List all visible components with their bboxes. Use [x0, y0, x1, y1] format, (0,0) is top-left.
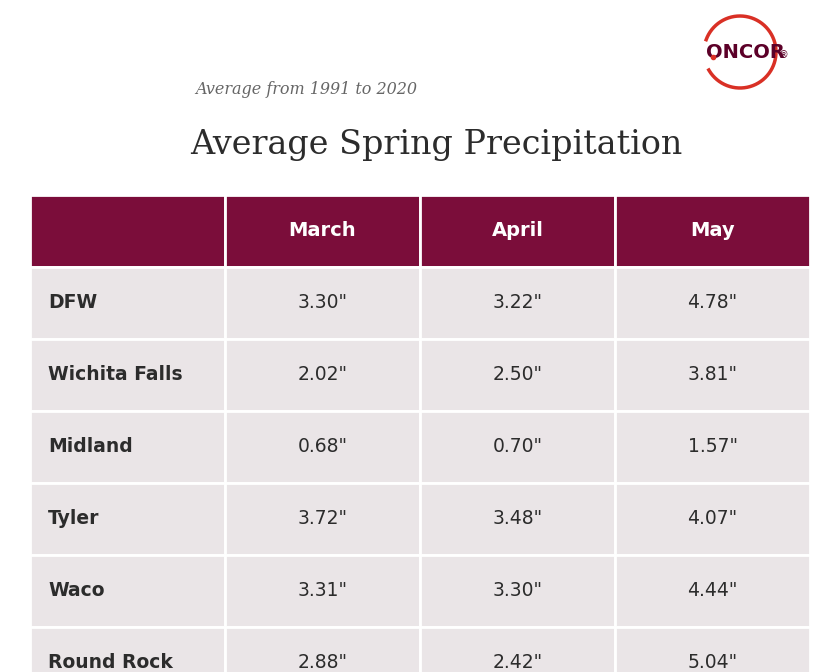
- Text: 2.50": 2.50": [493, 366, 543, 384]
- Bar: [30, 627, 225, 672]
- Text: Tyler: Tyler: [48, 509, 100, 528]
- Bar: [30, 483, 225, 555]
- Text: 3.72": 3.72": [298, 509, 347, 528]
- Bar: [225, 627, 420, 672]
- Bar: [225, 267, 420, 339]
- Bar: [225, 483, 420, 555]
- Bar: [30, 267, 225, 339]
- Bar: [615, 627, 810, 672]
- Bar: [30, 339, 225, 411]
- Bar: [420, 627, 615, 672]
- Text: 3.30": 3.30": [493, 581, 543, 601]
- Text: May: May: [691, 222, 735, 241]
- Text: 1.57": 1.57": [687, 437, 738, 456]
- Text: 5.04": 5.04": [687, 653, 738, 672]
- Text: 0.68": 0.68": [298, 437, 347, 456]
- Bar: [30, 555, 225, 627]
- Bar: [225, 555, 420, 627]
- Text: 2.88": 2.88": [298, 653, 347, 672]
- Bar: [615, 339, 810, 411]
- Bar: [420, 339, 615, 411]
- Bar: [615, 267, 810, 339]
- Text: Average Spring Precipitation: Average Spring Precipitation: [190, 129, 682, 161]
- Bar: [615, 555, 810, 627]
- Bar: [30, 411, 225, 483]
- Bar: [615, 195, 810, 267]
- Text: 2.42": 2.42": [493, 653, 543, 672]
- Text: Wichita Falls: Wichita Falls: [48, 366, 182, 384]
- Bar: [420, 411, 615, 483]
- Bar: [420, 555, 615, 627]
- Text: ONCOR: ONCOR: [705, 42, 785, 62]
- Text: 3.30": 3.30": [298, 294, 347, 312]
- Text: 3.22": 3.22": [493, 294, 543, 312]
- Bar: [225, 195, 420, 267]
- Bar: [615, 483, 810, 555]
- Text: Round Rock: Round Rock: [48, 653, 173, 672]
- Text: April: April: [492, 222, 544, 241]
- Bar: [420, 267, 615, 339]
- Text: Midland: Midland: [48, 437, 133, 456]
- Text: 3.48": 3.48": [493, 509, 543, 528]
- Bar: [225, 339, 420, 411]
- Text: 3.81": 3.81": [687, 366, 738, 384]
- Text: 4.78": 4.78": [687, 294, 738, 312]
- Bar: [420, 483, 615, 555]
- Text: DFW: DFW: [48, 294, 97, 312]
- Text: 0.70": 0.70": [493, 437, 543, 456]
- Text: 3.31": 3.31": [298, 581, 347, 601]
- Text: 2.02": 2.02": [298, 366, 347, 384]
- Bar: [615, 411, 810, 483]
- Text: March: March: [289, 222, 356, 241]
- Text: 4.44": 4.44": [687, 581, 738, 601]
- Bar: [30, 195, 225, 267]
- Text: 4.07": 4.07": [687, 509, 738, 528]
- Text: Waco: Waco: [48, 581, 105, 601]
- Text: ®: ®: [778, 50, 788, 60]
- Bar: [225, 411, 420, 483]
- Bar: [420, 195, 615, 267]
- Text: Average from 1991 to 2020: Average from 1991 to 2020: [195, 81, 417, 99]
